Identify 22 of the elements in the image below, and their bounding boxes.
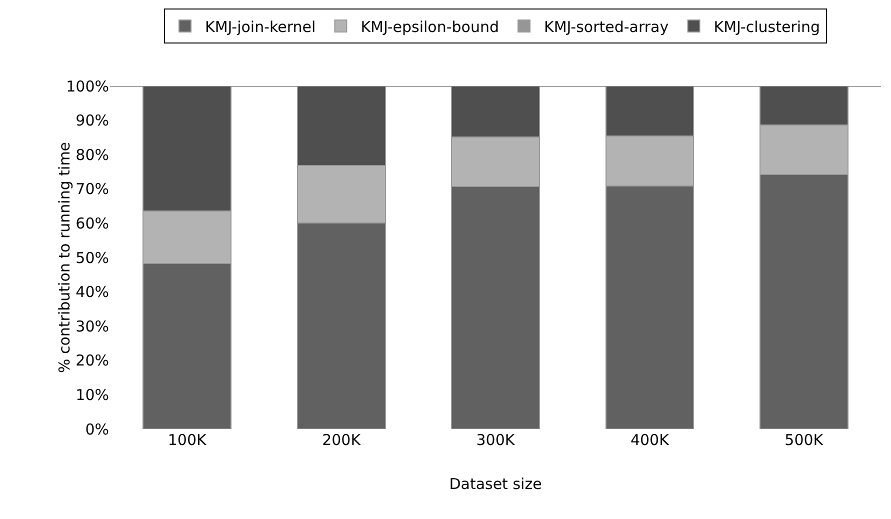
y-tick-label: 0% [85, 420, 109, 438]
x-tick-label: 100K [168, 431, 208, 449]
y-tick-label: 70% [76, 180, 109, 198]
x-tick-label: 300K [476, 431, 516, 449]
y-tick-label: 40% [76, 283, 109, 302]
legend-label: KMJ-sorted-array [544, 18, 669, 36]
legend-label: KMJ-clustering [714, 18, 820, 36]
legend-label: KMJ-join-kernel [205, 18, 316, 36]
y-tick-label: 30% [76, 317, 109, 336]
y-tick-label: 60% [76, 214, 109, 232]
x-tick-label: 200K [322, 431, 362, 449]
y-tick-label: 20% [76, 352, 109, 370]
x-tick-label: 400K [630, 431, 670, 449]
y-tick-label: 100% [66, 77, 109, 96]
y-tick-label: 10% [76, 386, 109, 404]
legend-label: KMJ-epsilon-bound [360, 18, 500, 36]
y-axis-title: % contribution to running time [56, 142, 74, 374]
y-tick-label: 80% [76, 146, 109, 164]
y-tick-label: 90% [76, 112, 109, 130]
x-tick-label: 500K [784, 431, 824, 449]
y-tick-label: 50% [76, 248, 109, 267]
x-axis-title: Dataset size [449, 475, 542, 493]
